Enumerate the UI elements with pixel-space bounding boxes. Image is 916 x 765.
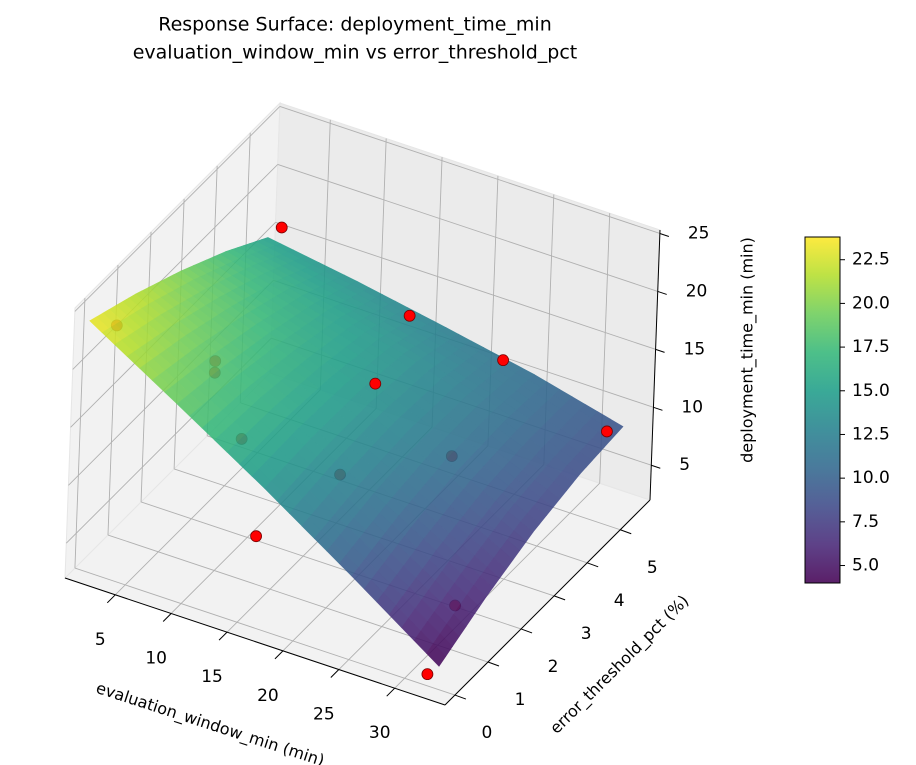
tick-mark [454, 694, 467, 700]
surface-patch [426, 643, 447, 667]
grid-line [74, 106, 281, 312]
tick-mark [655, 348, 665, 353]
z-tick-label: 10 [681, 397, 703, 417]
tick-mark [659, 233, 670, 237]
tick-mark [620, 529, 632, 535]
axis-line [64, 577, 446, 706]
tick-mark [386, 687, 396, 697]
y-tick-label: 1 [515, 690, 526, 710]
tick-mark [657, 290, 667, 295]
data-point [601, 425, 613, 438]
grid-line [279, 106, 661, 234]
colorbar-tick-label: 10.0 [852, 468, 890, 488]
x-tick-label: 25 [313, 705, 335, 725]
tick-mark [653, 406, 663, 411]
x-axis-label: evaluation_window_min (min) [94, 678, 327, 765]
colorbar-tick-label: 15.0 [852, 381, 890, 401]
grid-line [275, 221, 656, 350]
z-tick-label: 20 [686, 281, 708, 301]
x-tick-label: 20 [257, 686, 279, 706]
y-tick-label: 5 [647, 558, 658, 578]
data-point [421, 668, 434, 681]
z-tick-label: 25 [688, 223, 710, 243]
x-tick-label: 15 [201, 667, 223, 687]
chart-subtitle: evaluation_window_min vs error_threshold… [133, 42, 578, 64]
data-point [369, 377, 382, 390]
z-axis-label: deployment_time_min (min) [738, 237, 758, 463]
data-point [250, 530, 262, 543]
colorbar-tick-label: 7.5 [852, 512, 879, 532]
axis-line [444, 499, 651, 706]
y-tick-label: 3 [581, 624, 592, 644]
chart-title: Response Surface: deployment_time_min [158, 14, 552, 36]
tick-mark [218, 631, 228, 641]
tick-mark [162, 613, 172, 622]
tick-mark [553, 595, 566, 601]
y-tick-label: 2 [548, 657, 559, 677]
colorbar-tick-label: 20.0 [852, 293, 890, 313]
data-point [275, 221, 288, 234]
colorbar [804, 236, 841, 584]
surface [89, 237, 624, 667]
grid-line [74, 567, 456, 696]
tick-mark [520, 628, 533, 634]
tick-mark [487, 661, 500, 667]
x-tick-label: 30 [369, 723, 391, 743]
z-tick-label: 15 [684, 339, 706, 359]
tick-mark [274, 650, 284, 660]
colorbar-tick-label: 12.5 [852, 424, 890, 444]
tick-mark [330, 669, 340, 678]
y-axis-label: error_threshold_pct (%) [546, 591, 693, 738]
y-tick-label: 4 [614, 591, 625, 611]
grid-line [74, 298, 86, 569]
tick-mark [651, 464, 661, 469]
data-point [403, 309, 416, 322]
z-tick-label: 5 [679, 455, 690, 475]
tick-mark [106, 594, 116, 604]
data-point [497, 354, 510, 367]
x-tick-label: 5 [95, 630, 106, 650]
colorbar-tick-label: 17.5 [852, 337, 890, 357]
x-tick-label: 10 [145, 648, 167, 668]
colorbar-tick-label: 5.0 [852, 556, 879, 576]
axis-line [649, 229, 661, 501]
y-tick-label: 0 [482, 723, 493, 743]
colorbar-tick-label: 22.5 [852, 250, 890, 270]
tick-mark [587, 562, 599, 568]
grid-line [277, 163, 658, 292]
